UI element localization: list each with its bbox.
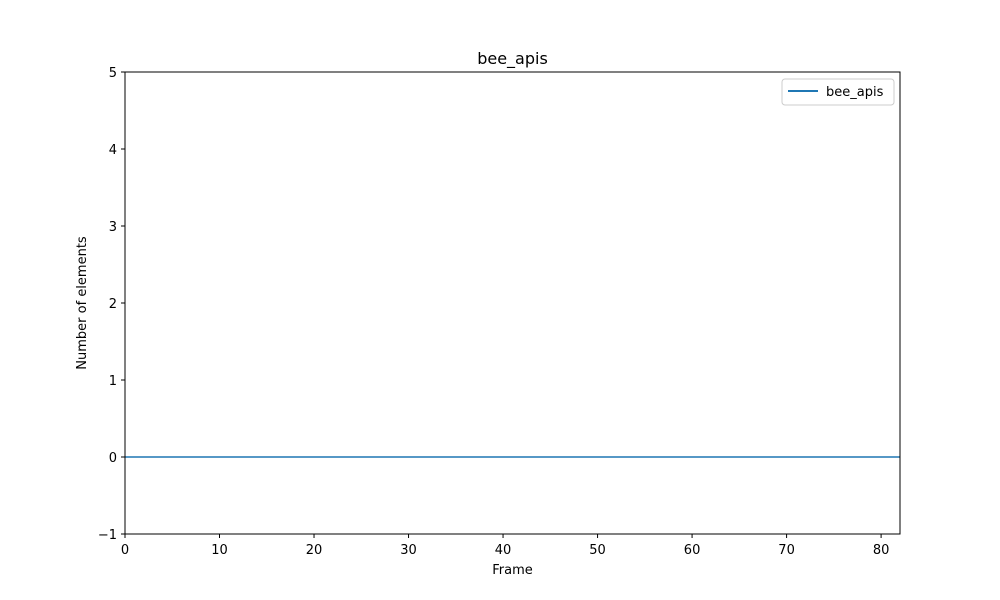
x-tick-label: 0	[121, 543, 129, 558]
chart-title: bee_apis	[477, 49, 548, 69]
x-tick-label: 60	[684, 543, 701, 558]
x-tick-label: 20	[306, 543, 323, 558]
y-axis-ticks: −1 0 1 2 3 4 5	[98, 66, 125, 543]
y-tick-label: 2	[109, 297, 117, 312]
y-tick-label: −1	[98, 528, 117, 543]
x-tick-label: 30	[400, 543, 417, 558]
legend: bee_apis	[781, 78, 895, 106]
legend-box	[781, 78, 895, 106]
plot-frame	[124, 71, 901, 535]
x-tick-label: 40	[495, 543, 512, 558]
y-tick-label: 0	[109, 451, 117, 466]
x-tick-label: 10	[211, 543, 228, 558]
x-axis-label: Frame	[492, 563, 533, 578]
x-tick-label: 50	[589, 543, 606, 558]
y-axis-label: Number of elements	[75, 236, 90, 370]
y-tick-label: 3	[109, 220, 117, 235]
legend-label: bee_apis	[826, 85, 884, 100]
x-tick-label: 80	[873, 543, 890, 558]
y-tick-label: 4	[109, 143, 117, 158]
x-axis-ticks: 0 10 20 30 40 50 60 70 80	[121, 534, 890, 558]
y-tick-label: 1	[109, 374, 117, 389]
y-tick-label: 5	[109, 66, 117, 81]
x-tick-label: 70	[778, 543, 795, 558]
